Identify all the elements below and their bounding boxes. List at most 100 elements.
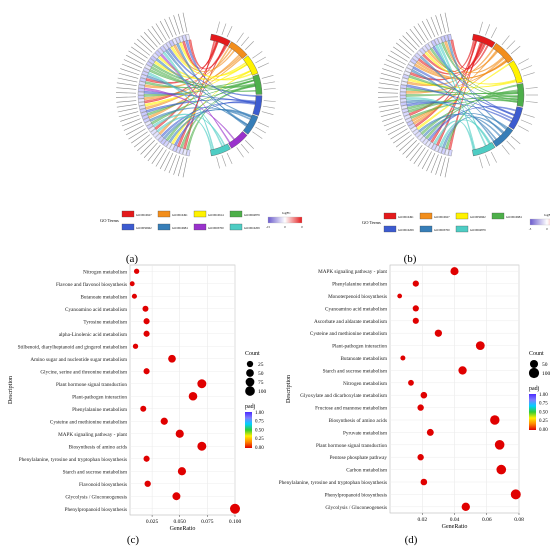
go-term-legend-label: GO:0016684 [172, 226, 188, 230]
chord-gene-tile [155, 133, 162, 141]
chord-gene-label-mark [383, 118, 403, 127]
chord-gene-label-mark [417, 23, 429, 41]
data-point [412, 305, 419, 312]
chord-gene-tile [150, 55, 158, 62]
chord-gene-label-mark [390, 50, 408, 62]
chord-term-label-mark [490, 151, 497, 163]
logfc-gradient-bar [267, 216, 303, 224]
logfc-tick-label: -15 [266, 225, 270, 229]
padj-tick-label: 0.00 [539, 428, 548, 433]
chord-gene-tile [405, 117, 413, 124]
go-term-legend-swatch [193, 223, 207, 231]
chord-term-label-mark [485, 24, 491, 36]
chord-gene-tile [424, 43, 432, 51]
chord-gene-label-mark [120, 114, 140, 122]
padj-tick-label: 1.00 [255, 411, 264, 416]
data-point [400, 355, 406, 361]
chord-term-label-mark [221, 155, 227, 167]
chord-gene-label-mark [405, 142, 420, 158]
chord-gene-label-mark [123, 59, 143, 69]
chord-term-label-mark [221, 23, 227, 35]
chord-term-label-mark [520, 65, 533, 71]
category-label: Plant hormone signal transduction [316, 443, 387, 449]
chord-gene-tile [406, 64, 414, 71]
go-term-legend-label: GO:0050662 [136, 226, 152, 230]
go-term-legend-swatch [419, 212, 433, 220]
chord-gene-label-mark [390, 128, 408, 140]
category-label: Phenylalanine metabolism [332, 282, 387, 288]
chord-gene-tile [447, 33, 452, 41]
padj-tick-label: 0.50 [539, 410, 548, 415]
data-point [490, 415, 500, 425]
panel-label-c: (c) [127, 534, 140, 546]
data-point [133, 268, 140, 274]
chord-term-label-mark [525, 101, 538, 103]
go-term-legend-swatch [455, 225, 469, 233]
data-point [426, 428, 434, 436]
go-term-legend-label: GO:0016614 [208, 213, 224, 217]
data-point [417, 404, 424, 411]
data-point [420, 478, 428, 486]
data-point [408, 379, 414, 386]
data-point [461, 502, 470, 511]
chord-gene-label-mark [121, 63, 141, 72]
chord-gene-label-mark [387, 54, 406, 65]
chord-term-segment [472, 33, 496, 48]
category-label: Tyrosine metabolism [83, 319, 127, 325]
chord-gene-tile [400, 84, 407, 89]
chord-gene-tile [137, 98, 145, 103]
chord-gene-label-mark [151, 147, 164, 164]
category-label: Plant-pathogen interaction [72, 394, 127, 400]
data-point [197, 379, 207, 389]
x-axis-label: GeneRatio [170, 526, 196, 532]
chord-term-segment [228, 41, 248, 59]
category-label: Stilbenoid, diarylheptanoid and gingerol… [18, 344, 127, 350]
chord-gene-tile [399, 91, 407, 96]
go-term-legend-label: GO:0016684 [506, 215, 522, 219]
chord-gene-tile [400, 81, 408, 86]
category-label: Butanoate metabolism [340, 356, 387, 362]
chord-gene-tile [421, 45, 429, 53]
chord-gene-label-mark [140, 35, 155, 50]
chord-term-label-mark [501, 35, 510, 46]
category-label: Phenylalanine, tyrosine and tryptophan b… [279, 480, 387, 486]
padj-tick-label: 0.25 [539, 419, 548, 424]
chord-gene-tile [138, 81, 146, 86]
chord-gene-label-mark [399, 38, 415, 53]
chord-gene-label-mark [393, 131, 410, 144]
chord-gene-label-mark [421, 20, 432, 39]
chord-gene-tile [140, 111, 148, 117]
data-point [188, 391, 198, 401]
padj-gradient-bar [245, 412, 252, 448]
chord-term-label-mark [525, 87, 538, 89]
chord-gene-label-mark [385, 121, 405, 131]
chord-gene-label-mark [116, 103, 137, 108]
padj-gradient-bar [529, 394, 536, 430]
chord-gene-label-mark [133, 134, 150, 148]
chord-gene-tile [425, 139, 432, 148]
chord-gene-tile [139, 108, 147, 113]
chord-term-label-mark [506, 40, 516, 50]
chord-term-segment [492, 126, 514, 148]
chord-gene-label-mark [128, 50, 146, 62]
chord-gene-label-mark [118, 72, 139, 79]
count-legend-title: Count [245, 351, 260, 357]
chord-gene-tile [417, 133, 424, 141]
chord-term-label-mark [240, 36, 250, 47]
chord-term-segment [508, 106, 523, 130]
chord-gene-tile [440, 35, 446, 43]
chord-gene-label-mark [387, 125, 406, 136]
go-term-legend-swatch [491, 212, 505, 220]
chord-gene-label-mark [116, 96, 137, 98]
chord-term-segment [516, 83, 525, 107]
chord-gene-tile [166, 141, 173, 149]
chord-gene-tile [159, 45, 167, 53]
chord-gene-tile [412, 128, 420, 136]
chord-gene-tile [157, 47, 164, 55]
chord-gene-tile [144, 120, 152, 127]
count-legend-label: 50 [258, 371, 264, 377]
chord-term-segment [210, 143, 231, 157]
chord-gene-label-mark [417, 149, 429, 167]
y-axis-label: Description [286, 375, 292, 403]
logfc-tick-label: 0 [546, 227, 548, 231]
